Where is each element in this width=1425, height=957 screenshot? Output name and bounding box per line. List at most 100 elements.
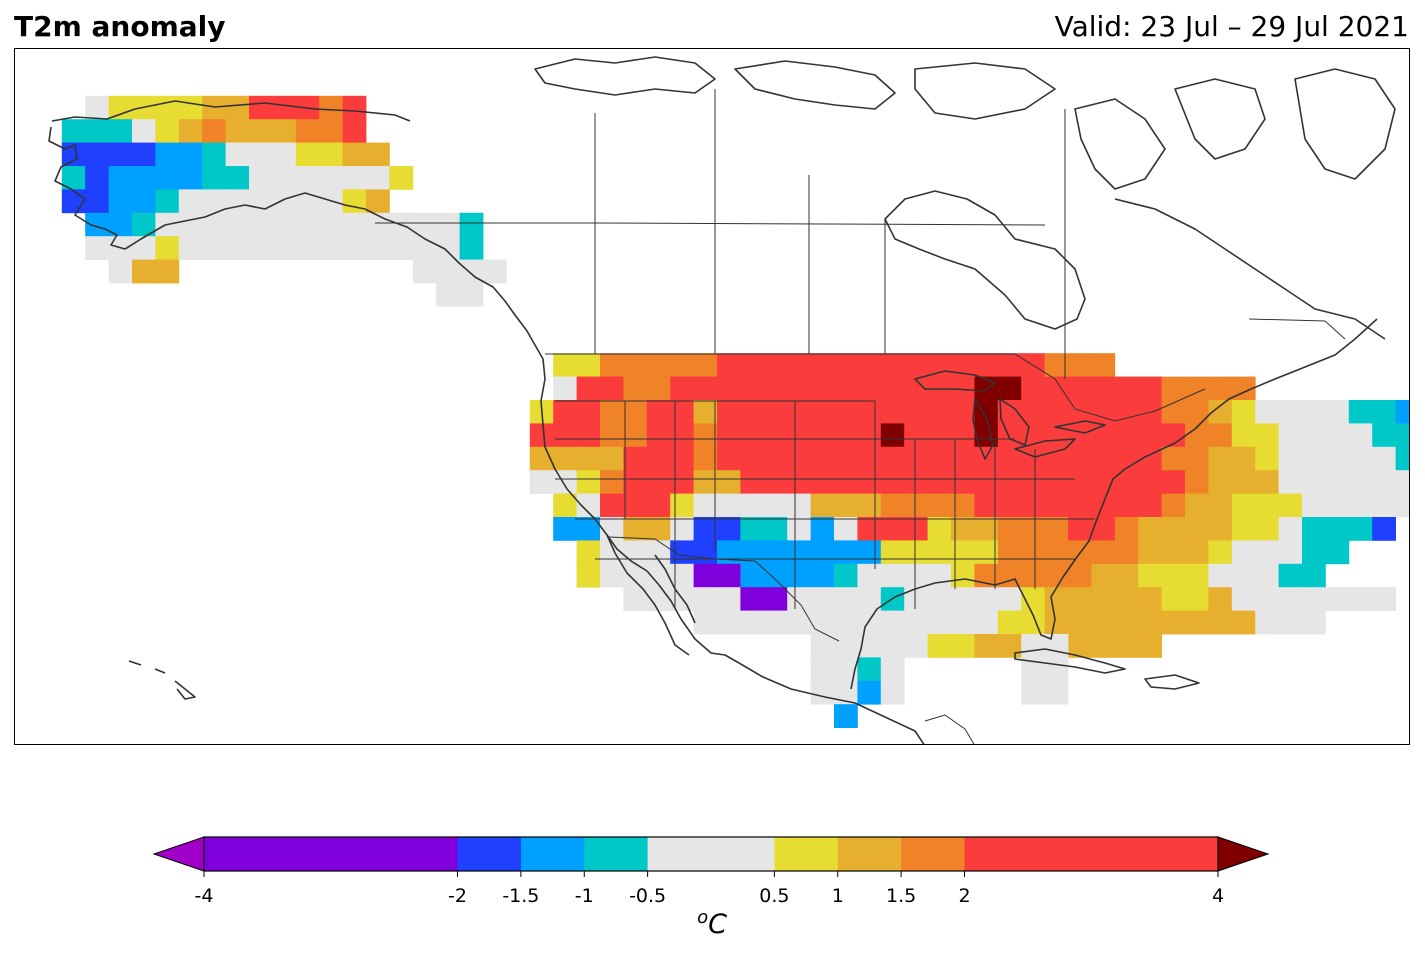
anomaly-cell [202,119,226,143]
anomaly-cell [1278,423,1303,448]
anomaly-cell [880,634,905,658]
anomaly-cell [904,376,928,401]
mexico-border [608,536,840,642]
anomaly-cell [1278,493,1303,518]
anomaly-cell [1138,376,1162,401]
anomaly-cell [904,587,928,611]
anomaly-cell [646,540,671,565]
anomaly-cell [178,166,203,190]
anomaly-cell [763,587,788,611]
anomaly-cell [202,166,226,190]
map-panel [14,48,1410,745]
anomaly-cell [249,95,273,120]
colorbar-swatch [964,837,1219,871]
anomaly-cell [763,446,788,471]
anomaly-cell [717,400,741,424]
anomaly-cell [857,610,882,635]
anomaly-cell [646,446,671,471]
anomaly-cell [646,353,671,377]
anomaly-cell [1185,517,1209,541]
anomaly-cell [1208,400,1233,424]
anomaly-cell [1161,610,1186,635]
hawaii-coastline [128,660,196,700]
anomaly-cell [670,563,694,588]
colorbar-tick-label: -1.5 [502,885,539,907]
anomaly-cell [459,283,484,307]
anomaly-cell [880,657,905,682]
anomaly-cell [693,610,718,635]
anomaly-cell [553,353,577,377]
anomaly-cell [576,446,601,471]
anomaly-cell [927,587,952,611]
anomaly-cell [1138,423,1162,448]
anomaly-cell [1044,587,1069,611]
anomaly-cell [880,517,905,541]
hudson-bay-coastline [884,190,1086,330]
anomaly-cell [1021,634,1045,658]
anomaly-cell [693,540,718,565]
anomaly-cell [342,119,367,143]
anomaly-cell [1208,540,1233,565]
anomaly-cell [997,610,1022,635]
arctic-islands [534,56,1396,190]
anomaly-cell [763,610,788,635]
anomaly-cell [1302,470,1326,494]
anomaly-cell [834,634,858,658]
anomaly-cell [1068,634,1092,658]
anomaly-cell [155,142,180,167]
anomaly-cell [787,423,811,448]
anomaly-cell [1138,634,1162,658]
anomaly-cell [810,540,835,565]
anomaly-cell [857,446,882,471]
anomaly-cell [202,189,226,214]
colorbar-ticks: -4 -2 -1.5 -1 -0.5 0.5 1 1.5 2 4 [195,871,1224,907]
anomaly-cell [834,587,858,611]
anomaly-cell [225,166,250,190]
anomaly-cell [787,376,811,401]
anomaly-cell [319,95,343,120]
anomaly-cell [1231,423,1256,448]
anomaly-cell [1091,517,1116,541]
anomaly-cell [553,376,577,401]
anomaly-cell [834,423,858,448]
anomaly-cell [295,189,320,214]
anomaly-cell [763,563,788,588]
anomaly-cell [1021,470,1045,494]
anomaly-cell [951,610,975,635]
anomaly-cell [155,166,180,190]
anomaly-cell [1138,540,1162,565]
anomaly-cell [834,353,858,377]
anomaly-cell [1231,587,1256,611]
anomaly-cell [834,376,858,401]
anomaly-cell [1208,610,1233,635]
anomaly-cell [202,142,226,167]
anomaly-cell [1208,587,1233,611]
anomaly-cell [717,540,741,565]
anomaly-cell [225,189,250,214]
anomaly-cell [1372,400,1396,424]
anomaly-cell [1278,587,1303,611]
anomaly-cell [1231,446,1256,471]
hispaniola-coastline [1144,674,1200,690]
anomaly-cell [1114,423,1139,448]
anomaly-cell [1231,517,1256,541]
anomaly-cell [178,142,203,167]
anomaly-cell [1068,517,1092,541]
anomaly-cell [717,610,741,635]
colorbar-border [203,836,1219,872]
anomaly-cell [787,517,811,541]
anomaly-cell [1091,540,1116,565]
anomaly-cell [108,95,133,120]
anomaly-cell [576,493,601,518]
anomaly-cell [1278,563,1303,588]
colorbar-tick-label: -0.5 [629,885,666,907]
anomaly-cell [810,400,835,424]
anomaly-cell [1372,446,1396,471]
anomaly-cell [1278,470,1303,494]
anomaly-cell [927,610,952,635]
anomaly-cell [1208,563,1233,588]
anomaly-cell [623,493,648,518]
anomaly-cell [155,95,180,120]
anomaly-cell [717,587,741,611]
anomaly-cell [763,493,788,518]
